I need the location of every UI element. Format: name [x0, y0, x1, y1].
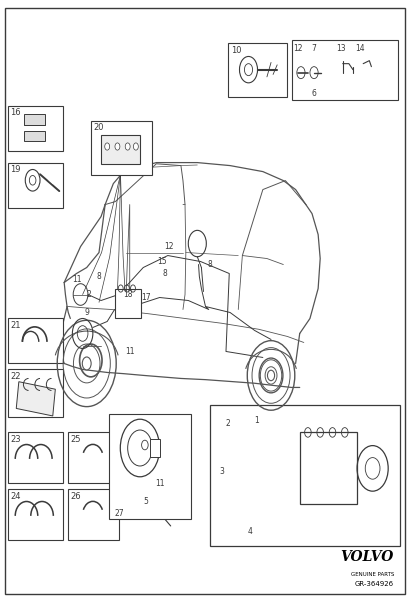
Bar — [228, 43, 287, 97]
Text: 2: 2 — [86, 290, 91, 299]
Text: 6: 6 — [311, 89, 316, 98]
Text: 5: 5 — [144, 497, 148, 506]
Bar — [24, 114, 45, 125]
Circle shape — [82, 357, 91, 370]
Text: 7: 7 — [311, 44, 316, 53]
Bar — [16, 382, 55, 416]
Text: 25: 25 — [71, 435, 81, 444]
Text: GENUINE PARTS: GENUINE PARTS — [351, 572, 394, 576]
Text: 11: 11 — [125, 347, 134, 356]
Text: 8: 8 — [97, 272, 102, 281]
Text: 22: 22 — [11, 372, 21, 381]
Bar — [115, 288, 141, 319]
Circle shape — [268, 370, 275, 380]
Bar — [210, 406, 400, 546]
Text: 23: 23 — [11, 435, 21, 444]
Bar — [300, 432, 357, 504]
Text: 8: 8 — [162, 269, 167, 278]
Text: 10: 10 — [231, 46, 242, 55]
Circle shape — [134, 143, 139, 150]
Bar — [109, 415, 191, 519]
Bar — [8, 489, 63, 540]
Text: 27: 27 — [115, 509, 124, 518]
Text: VOLVO: VOLVO — [341, 551, 394, 564]
Text: 15: 15 — [158, 257, 167, 266]
Text: 11: 11 — [72, 275, 81, 284]
Text: 17: 17 — [141, 293, 151, 302]
Text: GR-364926: GR-364926 — [355, 581, 394, 587]
Text: 1: 1 — [254, 416, 259, 425]
Text: 26: 26 — [71, 492, 81, 501]
Bar — [91, 121, 152, 174]
Text: 9: 9 — [84, 308, 89, 317]
Bar — [24, 130, 45, 141]
Text: 3: 3 — [219, 467, 224, 476]
Text: 4: 4 — [248, 527, 253, 536]
Text: 12: 12 — [164, 242, 173, 251]
Bar — [8, 319, 63, 364]
Bar — [68, 489, 120, 540]
Bar — [8, 432, 63, 483]
Bar — [101, 135, 140, 164]
Circle shape — [105, 143, 110, 150]
Circle shape — [125, 143, 130, 150]
Text: 16: 16 — [11, 108, 21, 117]
Text: 19: 19 — [11, 165, 21, 174]
Bar — [8, 163, 63, 207]
Text: 24: 24 — [11, 492, 21, 501]
Circle shape — [115, 143, 120, 150]
Text: 20: 20 — [93, 123, 104, 132]
Text: 13: 13 — [337, 44, 346, 53]
Text: 14: 14 — [355, 44, 365, 53]
Bar — [150, 439, 160, 457]
Text: 2: 2 — [226, 419, 231, 428]
Bar — [68, 432, 120, 483]
Text: 8: 8 — [207, 260, 212, 269]
Text: 21: 21 — [11, 321, 21, 330]
Text: 11: 11 — [156, 479, 165, 488]
Bar — [8, 370, 63, 418]
Text: 12: 12 — [293, 44, 303, 53]
Text: 18: 18 — [123, 290, 132, 299]
Bar — [8, 106, 63, 151]
Bar — [291, 40, 398, 100]
